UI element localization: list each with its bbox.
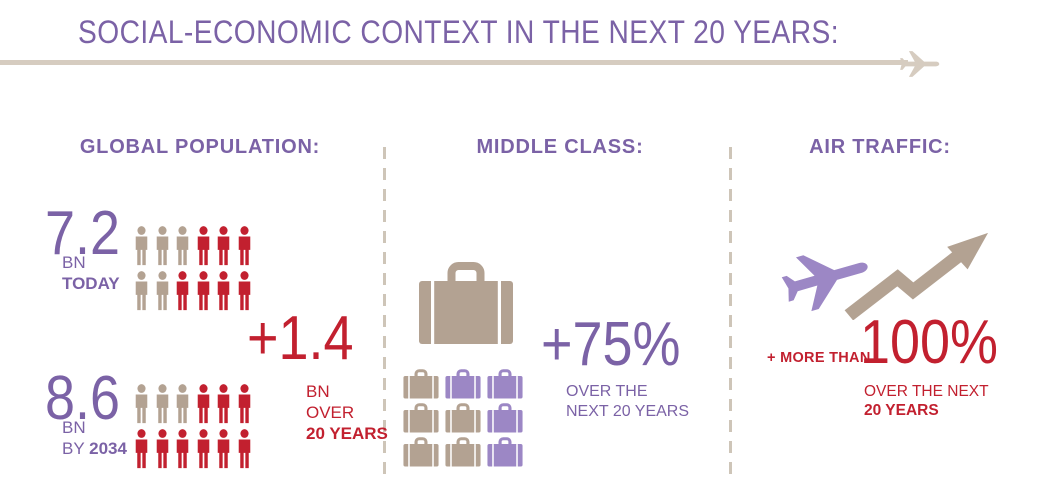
suitcase-icon — [445, 369, 481, 399]
population-today-caption: BN TODAY — [62, 252, 120, 294]
air-traffic-growth-value: 100% — [860, 308, 998, 377]
person-icon — [215, 384, 232, 424]
middle-class-growth-value: +75% — [541, 310, 681, 379]
suitcase-icon — [445, 437, 481, 467]
population-today-unit: BN — [62, 253, 86, 272]
person-icon — [154, 226, 171, 266]
suitcase-icon — [445, 403, 481, 433]
page-title: SOCIAL-ECONOMIC CONTEXT IN THE NEXT 20 Y… — [78, 14, 839, 50]
middle-class-header: MIDDLE CLASS: — [476, 136, 644, 158]
population-2034-label-prefix: BY — [62, 439, 85, 458]
population-today-label: TODAY — [62, 274, 120, 293]
people-grid-2034 — [133, 384, 253, 474]
person-icon — [133, 226, 150, 266]
population-2034-caption: BN BY 2034 — [62, 417, 127, 459]
suitcase-icon — [487, 437, 523, 467]
population-growth-line2: OVER — [306, 403, 355, 422]
person-icon — [236, 226, 253, 266]
person-icon — [154, 271, 171, 311]
population-growth-line1: BN — [306, 382, 330, 401]
suitcase-icon — [487, 369, 523, 399]
air-traffic-growth-prefix: + MORE THAN — [767, 350, 871, 366]
middle-class-growth-line1: OVER THE — [566, 383, 648, 400]
population-2034-unit: BN — [62, 418, 86, 437]
person-icon — [195, 384, 212, 424]
middle-class-growth-caption: OVER THE NEXT 20 YEARS — [566, 382, 689, 422]
person-icon — [215, 226, 232, 266]
person-icon — [195, 429, 212, 469]
growth-arrow-icon — [844, 231, 990, 320]
person-icon — [215, 429, 232, 469]
takeoff-airplane-icon — [774, 236, 879, 320]
person-icon — [133, 271, 150, 311]
person-icon — [154, 384, 171, 424]
section-divider-1 — [383, 147, 386, 479]
population-growth-line3: 20 YEARS — [306, 424, 388, 443]
suitcase-icon — [418, 259, 514, 345]
population-growth-value: +1.4 — [247, 304, 354, 373]
person-icon — [174, 271, 191, 311]
population-2034-label-year: 2034 — [89, 439, 127, 458]
air-traffic-growth-line2: 20 YEARS — [864, 402, 939, 419]
population-2034-value: 8.6 — [45, 364, 120, 433]
people-grid-today — [133, 226, 253, 316]
section-divider-2 — [729, 147, 732, 479]
population-today-value: 7.2 — [45, 199, 120, 268]
suitcase-icon — [403, 403, 439, 433]
air-traffic-growth-caption: OVER THE NEXT 20 YEARS — [864, 382, 989, 420]
timeline-rule — [0, 60, 908, 65]
middle-class-growth-line2: NEXT 20 YEARS — [566, 403, 690, 420]
person-icon — [236, 271, 253, 311]
air-traffic-growth-line1: OVER THE NEXT — [864, 383, 989, 400]
person-icon — [174, 429, 191, 469]
person-icon — [195, 271, 212, 311]
person-icon — [133, 429, 150, 469]
air-traffic-header: AIR TRAFFIC: — [809, 136, 951, 158]
suitcase-icon — [403, 437, 439, 467]
population-growth-caption: BN OVER 20 YEARS — [306, 381, 388, 444]
person-icon — [215, 271, 232, 311]
population-2034-label: BY 2034 — [62, 438, 127, 459]
suitcase-icon — [403, 369, 439, 399]
person-icon — [174, 384, 191, 424]
airplane-icon — [899, 50, 941, 78]
suitcase-grid — [403, 369, 523, 471]
person-icon — [236, 384, 253, 424]
person-icon — [195, 226, 212, 266]
person-icon — [154, 429, 171, 469]
population-header: GLOBAL POPULATION: — [79, 136, 321, 158]
person-icon — [174, 226, 191, 266]
person-icon — [236, 429, 253, 469]
suitcase-icon — [487, 403, 523, 433]
person-icon — [133, 384, 150, 424]
